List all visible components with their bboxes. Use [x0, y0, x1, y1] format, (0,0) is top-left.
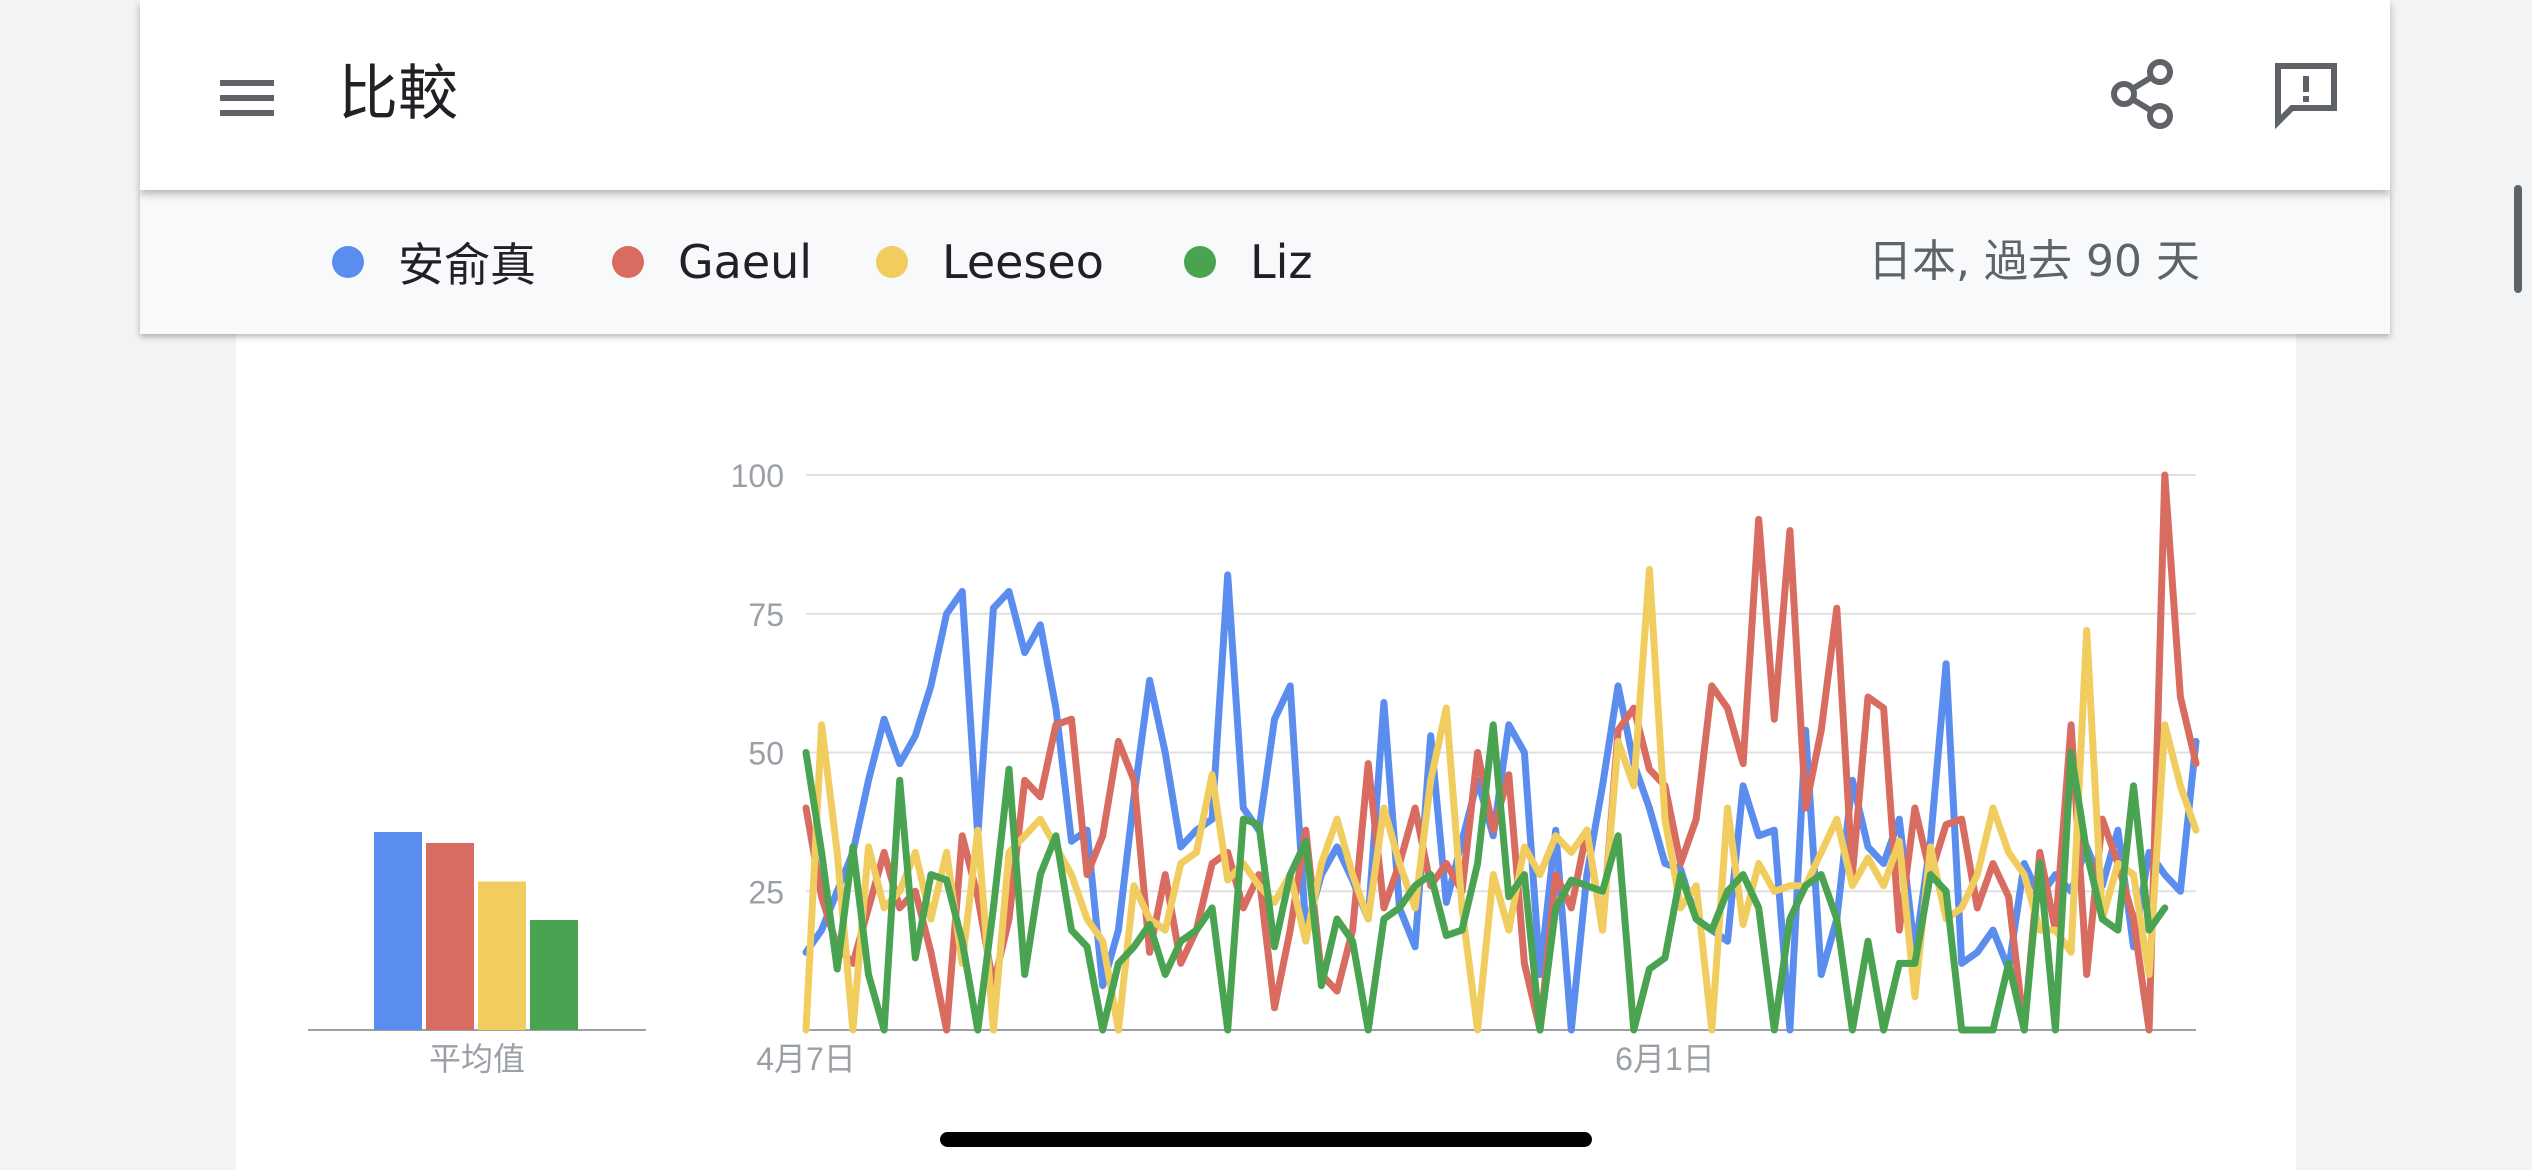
- menu-icon[interactable]: [218, 68, 276, 128]
- legend-dot-1: [332, 246, 364, 278]
- legend-label-4: Liz: [1250, 235, 1313, 289]
- y-tick-label: 50: [748, 736, 784, 772]
- legend-label-3: Leeseo: [942, 235, 1104, 289]
- line-chart-series: [802, 471, 2200, 1034]
- legend-item-2[interactable]: Gaeul: [612, 190, 812, 334]
- series-line-3[interactable]: [802, 565, 2200, 1034]
- avg-bar-4[interactable]: [530, 920, 578, 1030]
- legend-bar: 安俞真 Gaeul Leeseo Liz 日本, 過去 90 天: [140, 190, 2390, 334]
- legend-label-2: Gaeul: [678, 235, 813, 289]
- avg-bar-2[interactable]: [426, 843, 474, 1030]
- legend-dot-4: [1184, 246, 1216, 278]
- legend-item-1[interactable]: 安俞真: [332, 190, 536, 334]
- legend-dot-3: [876, 246, 908, 278]
- legend-item-4[interactable]: Liz: [1184, 190, 1313, 334]
- home-indicator[interactable]: [940, 1132, 1592, 1147]
- avg-bar-1[interactable]: [374, 832, 422, 1030]
- line-chart-grid: 25 50 75 100 4月7日 6月1日: [731, 458, 2196, 1077]
- app-bar: 比較: [140, 0, 2390, 190]
- y-tick-label: 75: [748, 597, 784, 633]
- y-tick-label: 25: [748, 874, 784, 910]
- region-period-selector[interactable]: 日本, 過去 90 天: [1868, 236, 2200, 287]
- share-icon[interactable]: [2108, 58, 2178, 130]
- page-title: 比較: [338, 59, 458, 129]
- feedback-icon[interactable]: [2270, 58, 2342, 130]
- legend-item-3[interactable]: Leeseo: [876, 190, 1104, 334]
- legend-dot-2: [612, 246, 644, 278]
- average-bar-chart: 平均值: [308, 832, 646, 1077]
- x-tick-label-1: 4月7日: [756, 1041, 856, 1077]
- avg-bar-3[interactable]: [478, 881, 526, 1031]
- series-line-4[interactable]: [802, 721, 2169, 1034]
- x-tick-label-2: 6月1日: [1615, 1041, 1715, 1077]
- scrollbar-thumb[interactable]: [2514, 185, 2522, 293]
- legend-label-1: 安俞真: [398, 238, 536, 292]
- bar-axis-label: 平均值: [429, 1041, 525, 1077]
- y-tick-label: 100: [731, 458, 784, 494]
